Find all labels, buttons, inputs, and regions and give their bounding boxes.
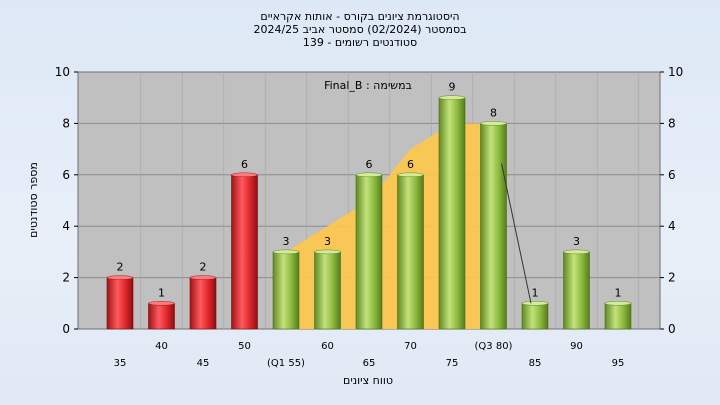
- bar: [189, 277, 217, 330]
- y-axis-title: מספר סטודנטים: [27, 162, 40, 238]
- y-tick-label-right: 2: [668, 271, 676, 285]
- y-axis-left: 0 2 4 6 8 10: [55, 65, 78, 336]
- y-tick-label-right: 6: [668, 168, 676, 182]
- data-label: 6: [241, 158, 248, 171]
- x-tick-label: 35: [114, 358, 127, 369]
- data-label: 3: [573, 235, 580, 248]
- bar-cap: [521, 301, 549, 306]
- data-label: 2: [117, 261, 124, 274]
- data-label: 1: [615, 286, 622, 299]
- x-axis: 35 40 45 50 (Q1 55) 60 65 70 75 (Q3 80) 85 90 95: [114, 341, 625, 369]
- data-labels-layer: 2 1 2 6 3 3 6 6 9 8 1 3 1: [117, 81, 622, 300]
- y-tick-label-right: 0: [668, 322, 676, 336]
- y-tick-label: 6: [62, 168, 70, 182]
- x-tick-label: (Q1 55): [267, 358, 305, 369]
- y-tick-label: 8: [62, 116, 70, 130]
- data-label: 6: [366, 158, 373, 171]
- bar: [272, 251, 300, 330]
- data-label: 2: [200, 261, 207, 274]
- data-label: 8: [490, 106, 497, 119]
- x-tick-label: 50: [238, 341, 251, 352]
- bar: [106, 277, 134, 330]
- y-tick-label: 2: [62, 271, 70, 285]
- bar: [563, 251, 590, 330]
- data-label: 3: [283, 235, 290, 248]
- bar-cap: [355, 172, 383, 178]
- bars-layer: [106, 95, 632, 330]
- bar-cap: [148, 301, 175, 306]
- bar: [438, 97, 466, 330]
- bar-cap: [438, 95, 466, 100]
- chart-title-block: היסטוגרמת ציונים בקורס - אותות אקראיים ב…: [0, 10, 720, 49]
- x-tick-label: 70: [404, 341, 417, 352]
- bar: [480, 123, 507, 330]
- x-tick-label: 45: [197, 358, 210, 369]
- bar: [397, 174, 424, 330]
- bar-cap: [231, 172, 258, 178]
- bar: [521, 302, 549, 330]
- data-label: 3: [324, 235, 331, 248]
- x-tick-label: (Q3 80): [475, 341, 513, 352]
- bar-cap: [272, 249, 300, 255]
- trend-layer: [501, 163, 532, 304]
- data-label: 6: [407, 158, 414, 171]
- bar-cap: [106, 275, 134, 280]
- bar-cap: [563, 249, 590, 255]
- data-label: 1: [158, 286, 165, 299]
- bar-cap: [480, 121, 507, 126]
- y-tick-label: 4: [62, 219, 70, 233]
- bar-cap: [604, 301, 632, 306]
- bar-cap: [397, 172, 424, 178]
- y-tick-label-right: 10: [668, 65, 683, 79]
- chart-title: היסטוגרמת ציונים בקורס - אותות אקראיים: [260, 10, 460, 23]
- bar: [604, 302, 632, 330]
- chart-subtitle-semester: בסמסטר (02/2024) סמסטר אביב 2024/25: [253, 23, 467, 36]
- bar-cap: [314, 249, 341, 255]
- x-tick-label: 85: [529, 358, 542, 369]
- annotation-label: במשימה : Final_B: [324, 79, 412, 92]
- data-label: 9: [449, 81, 456, 94]
- x-tick-label: 90: [570, 341, 583, 352]
- data-label: 1: [532, 286, 539, 299]
- x-tick-label: 75: [446, 358, 459, 369]
- bar: [314, 251, 341, 330]
- trend-line: [501, 163, 532, 304]
- bar: [148, 302, 175, 330]
- x-tick-label: 95: [612, 358, 625, 369]
- chart-subtitle-students: סטודנטים רשומים - 139: [302, 36, 418, 49]
- y-tick-label: 0: [62, 322, 70, 336]
- bar: [355, 174, 383, 330]
- bar-cap: [189, 275, 217, 280]
- y-tick-label-right: 8: [668, 116, 676, 130]
- x-axis-title: טווח ציונים: [343, 374, 393, 387]
- x-tick-label: 40: [155, 341, 168, 352]
- y-tick-label-right: 4: [668, 219, 676, 233]
- y-axis-right: 0 2 4 6 8 10: [660, 65, 683, 336]
- x-tick-label: 60: [321, 341, 334, 352]
- x-tick-label: 65: [363, 358, 376, 369]
- bar: [231, 174, 258, 330]
- y-tick-label: 10: [55, 65, 70, 79]
